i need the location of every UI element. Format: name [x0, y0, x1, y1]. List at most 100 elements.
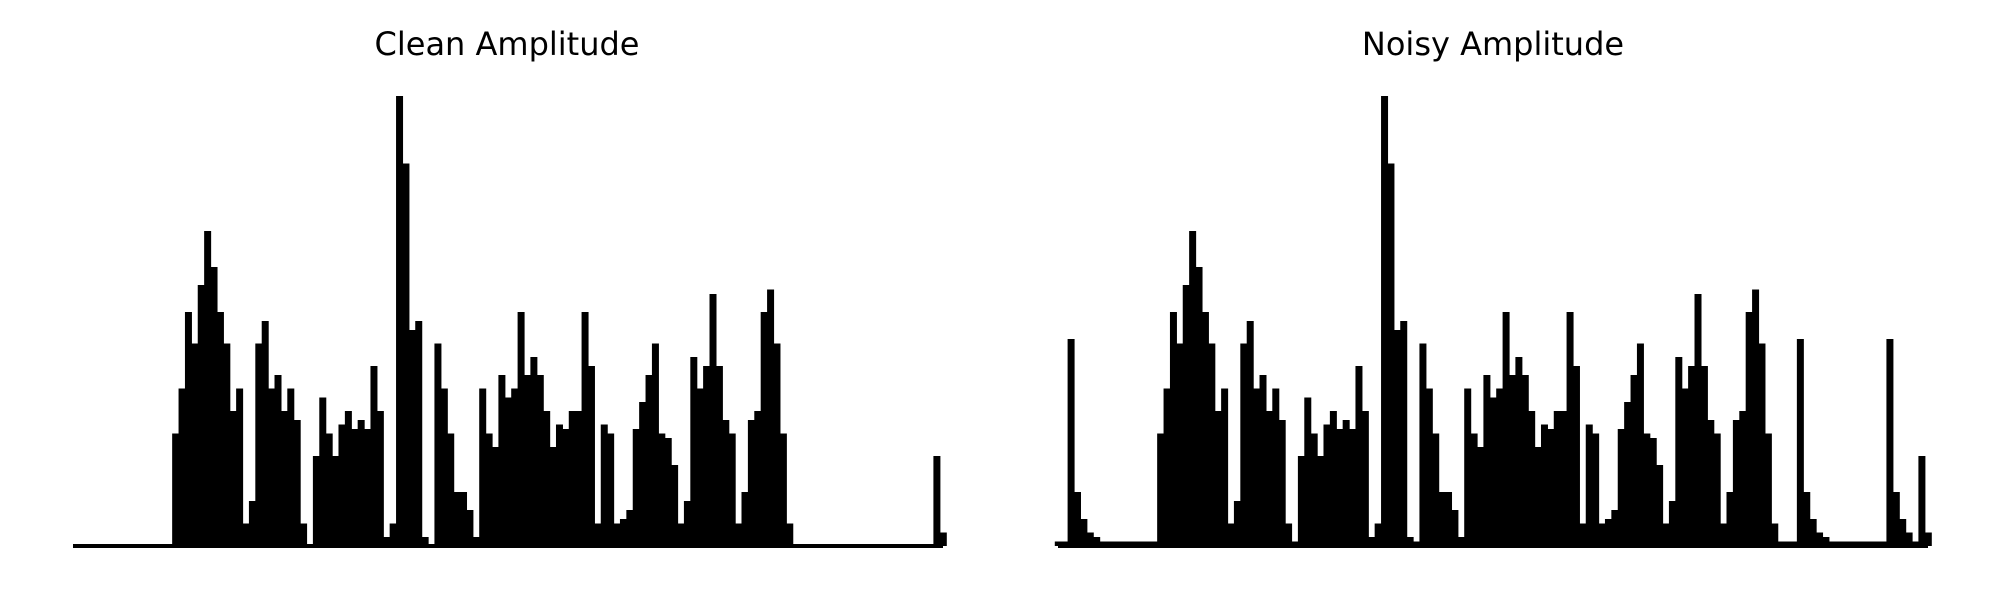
amplitude-bar: [1867, 541, 1875, 546]
amplitude-bar: [402, 163, 410, 546]
amplitude-bar: [1668, 501, 1676, 546]
amplitude-bar: [1073, 492, 1081, 546]
amplitude-bar: [1905, 532, 1913, 546]
amplitude-bar: [626, 510, 634, 546]
amplitude-bar: [472, 537, 480, 546]
amplitude-bar: [1912, 541, 1920, 546]
amplitude-bar: [1796, 339, 1804, 546]
amplitude-bar: [229, 411, 237, 546]
amplitude-bar: [1182, 285, 1190, 546]
amplitude-bar: [1700, 366, 1708, 546]
amplitude-bar: [536, 375, 544, 546]
amplitude-bar: [216, 312, 224, 546]
amplitude-bar: [1752, 289, 1760, 546]
amplitude-bar: [1528, 411, 1536, 546]
amplitude-bar: [1483, 375, 1491, 546]
amplitude-bar: [575, 411, 583, 546]
amplitude-bar: [1784, 541, 1792, 546]
amplitude-bar: [632, 429, 640, 546]
amplitude-bar: [1438, 492, 1446, 546]
amplitude-bar: [1157, 433, 1165, 546]
amplitude-bar: [1924, 532, 1932, 546]
amplitude-bar: [1080, 519, 1088, 546]
amplitude-bar: [1246, 321, 1254, 546]
amplitude-bar: [1515, 357, 1523, 546]
amplitude-bar: [1688, 366, 1696, 546]
amplitude-bar: [1803, 492, 1811, 546]
amplitude-bar: [421, 537, 429, 546]
amplitude-bar: [1860, 541, 1868, 546]
amplitude-bar: [447, 433, 455, 546]
amplitude-bar: [1643, 433, 1651, 546]
amplitude-bar: [587, 366, 595, 546]
amplitude-bar: [1061, 541, 1069, 546]
amplitude-bar: [1163, 388, 1171, 546]
amplitude-bar: [1617, 429, 1625, 546]
amplitude-bar: [1304, 397, 1312, 546]
amplitude-bar: [1137, 541, 1145, 546]
amplitude-bar: [191, 343, 199, 546]
amplitude-bar: [1521, 375, 1529, 546]
amplitude-bar: [1317, 456, 1325, 546]
amplitude-bar: [434, 343, 442, 546]
amplitude-bar: [1457, 537, 1465, 546]
amplitude-bar: [1176, 343, 1184, 546]
amplitude-bar: [293, 420, 301, 546]
amplitude-bar: [639, 402, 647, 546]
amplitude-bar: [658, 433, 666, 546]
amplitude-bar: [1489, 397, 1497, 546]
amplitude-bar: [690, 357, 698, 546]
amplitude-bar: [1771, 523, 1779, 546]
amplitude-bar: [1636, 343, 1644, 546]
amplitude-bar: [754, 411, 762, 546]
amplitude-bar: [549, 447, 557, 546]
amplitude-bar: [1355, 366, 1363, 546]
amplitude-bar: [248, 501, 256, 546]
amplitude-bar: [1445, 492, 1453, 546]
amplitude-bar: [1432, 433, 1440, 546]
amplitude-bar: [1713, 433, 1721, 546]
amplitude-bar: [280, 411, 288, 546]
amplitude-bar: [1560, 411, 1568, 546]
amplitude-bar: [408, 330, 416, 546]
amplitude-bar: [1720, 523, 1728, 546]
chart-title: Clean Amplitude: [375, 25, 640, 63]
amplitude-bar: [1835, 541, 1843, 546]
amplitude-bar: [1393, 330, 1401, 546]
amplitude-bar: [236, 388, 244, 546]
amplitude-bar: [677, 523, 685, 546]
amplitude-bar: [1342, 420, 1350, 546]
amplitude-bar: [1464, 388, 1472, 546]
amplitude-bar: [735, 523, 743, 546]
amplitude-bar: [1400, 321, 1408, 546]
amplitude-bar: [370, 366, 378, 546]
amplitude-bar: [562, 429, 570, 546]
amplitude-bar: [760, 312, 768, 546]
amplitude-bar: [1496, 388, 1504, 546]
amplitude-bar: [389, 523, 397, 546]
amplitude-bar: [747, 420, 755, 546]
amplitude-bar: [664, 438, 672, 546]
amplitude-bar: [1547, 429, 1555, 546]
amplitude-bar: [1329, 411, 1337, 546]
amplitude-bar: [1189, 231, 1197, 546]
amplitude-bar: [338, 424, 346, 546]
amplitude-bar: [543, 411, 551, 546]
amplitude-bar: [466, 510, 474, 546]
amplitude-bar: [1758, 343, 1766, 546]
amplitude-bar: [1624, 402, 1632, 546]
amplitude-bar: [197, 285, 205, 546]
amplitude-bar: [453, 492, 461, 546]
amplitude-bar: [1144, 541, 1152, 546]
amplitude-bar: [1809, 519, 1817, 546]
amplitude-bar: [1310, 433, 1318, 546]
amplitude-bar: [703, 366, 711, 546]
amplitude-bar: [1381, 96, 1389, 546]
amplitude-bar: [1502, 312, 1510, 546]
amplitude-bar: [223, 343, 231, 546]
amplitude-bar: [1214, 411, 1222, 546]
amplitude-bar: [1816, 532, 1824, 546]
amplitude-bar: [1880, 541, 1888, 546]
